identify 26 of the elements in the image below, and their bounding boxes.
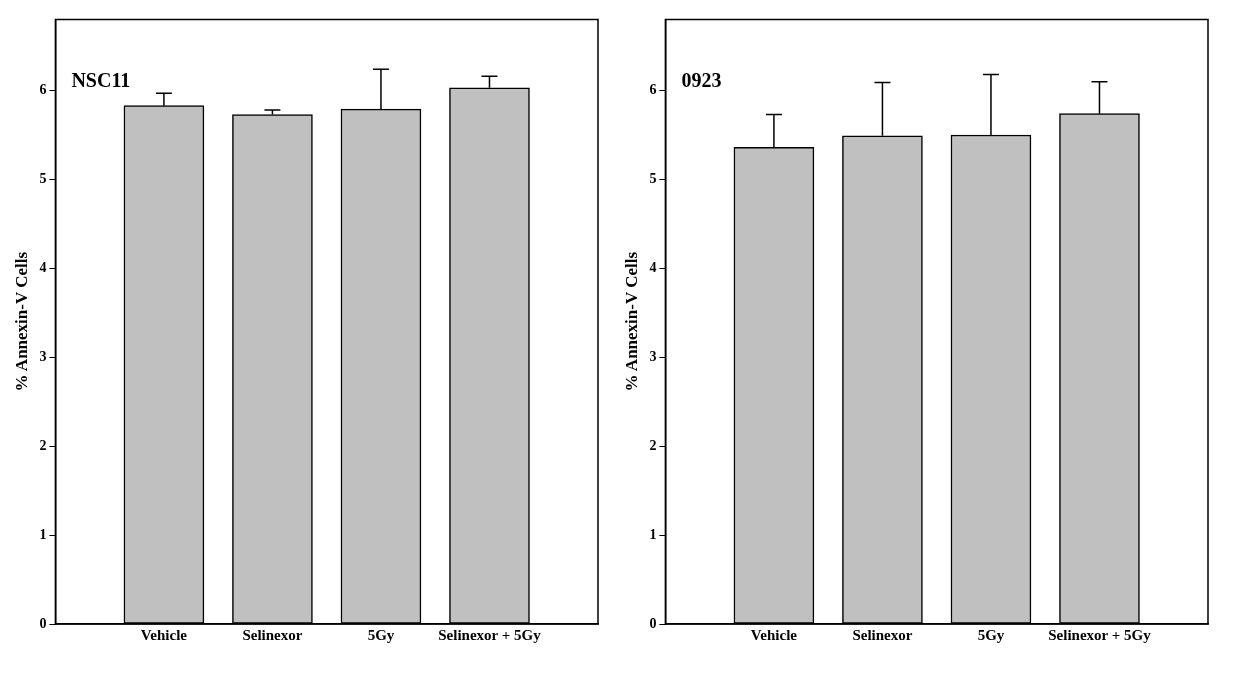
- y-tick-label: 2: [39, 437, 47, 453]
- x-tick-label: Vehicle: [140, 626, 188, 643]
- y-tick-label: 6: [649, 82, 657, 98]
- y-tick-label: 0: [649, 615, 657, 631]
- x-tick-label: 5Gy: [367, 626, 395, 643]
- y-tick-label: 5: [39, 171, 47, 187]
- x-tick-label: Vehicle: [750, 626, 798, 643]
- x-tick-label: Selinexor + 5Gy: [438, 626, 542, 643]
- y-tick-label: 5: [649, 171, 657, 187]
- y-axis-title: % Annexin-V Cells: [11, 251, 31, 392]
- y-tick-label: 3: [39, 348, 47, 364]
- x-tick-label: Selinexor: [242, 626, 303, 643]
- annotation: 0923: [681, 68, 722, 91]
- y-tick-label: 6: [39, 82, 47, 98]
- x-tick-label: 5Gy: [977, 626, 1005, 643]
- annotation: NSC11: [71, 68, 131, 91]
- y-tick-label: 3: [649, 348, 657, 364]
- y-tick-label: 1: [649, 526, 657, 542]
- y-tick-label: 2: [649, 437, 657, 453]
- y-tick-label: 1: [39, 526, 47, 542]
- y-tick-label: 0: [39, 615, 47, 631]
- x-tick-label: Selinexor: [852, 626, 913, 643]
- y-axis-title: % Annexin-V Cells: [621, 251, 641, 392]
- y-tick-label: 4: [649, 259, 657, 275]
- y-tick-label: 4: [39, 259, 47, 275]
- x-tick-label: Selinexor + 5Gy: [1048, 626, 1152, 643]
